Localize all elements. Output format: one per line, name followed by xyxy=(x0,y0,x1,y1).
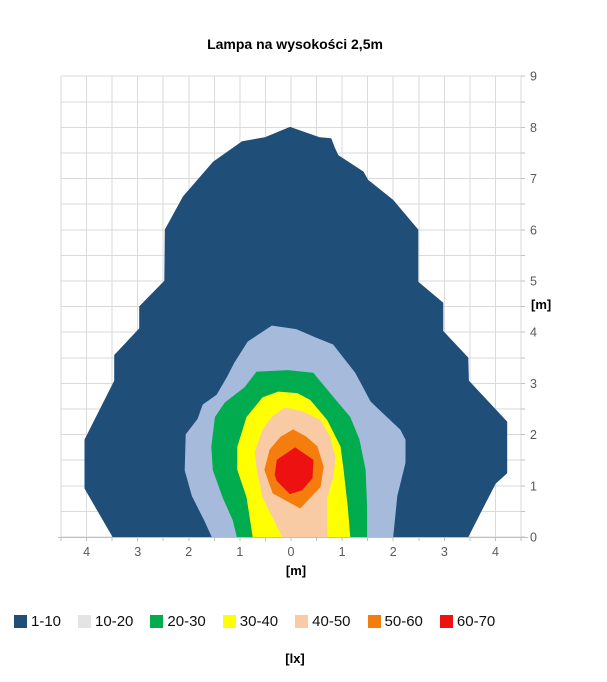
x-tick-label: 4 xyxy=(83,545,90,559)
x-tick-label: 1 xyxy=(339,545,346,559)
y-tick-label: 2 xyxy=(530,428,537,442)
legend-item: 10-20 xyxy=(78,613,133,630)
legend-swatch xyxy=(150,615,164,628)
contour-region-60-70 xyxy=(274,447,314,494)
y-tick-label: 4 xyxy=(530,326,537,340)
legend-item: 50-60 xyxy=(367,613,423,630)
legend-label: 10-20 xyxy=(95,613,134,630)
legend-label: 1-10 xyxy=(31,613,62,630)
y-tick-label: 0 xyxy=(530,531,537,545)
x-tick-label: 3 xyxy=(134,545,141,559)
x-tick-label: 0 xyxy=(288,545,295,559)
x-tick-label: 2 xyxy=(185,545,192,559)
legend-label: 30-40 xyxy=(239,613,279,630)
legend-label: 20-30 xyxy=(167,613,206,630)
y-tick-label: 7 xyxy=(530,172,537,186)
x-axis-unit-label: [m] xyxy=(285,563,307,578)
y-tick-label: 1 xyxy=(530,479,537,493)
y-tick-label: 9 xyxy=(530,70,537,84)
legend: 1-10 10-20 20-30 30-40 40-50 50-60 60-70 xyxy=(14,613,495,630)
y-axis-unit-label: [m] xyxy=(531,297,552,312)
y-tick-label: 6 xyxy=(530,223,537,237)
chart-title: Lampa na wysokości 2,5m xyxy=(207,36,383,52)
legend-swatch xyxy=(222,615,236,628)
x-tick-label: 3 xyxy=(441,545,448,559)
y-tick-label: 8 xyxy=(530,121,537,135)
legend-swatch xyxy=(439,615,453,628)
y-tick-label: 3 xyxy=(530,377,537,391)
legend-swatch xyxy=(78,615,92,628)
legend-item: 1-10 xyxy=(14,613,61,630)
legend-item: 60-70 xyxy=(439,613,496,630)
legend-item: 40-50 xyxy=(295,613,351,630)
x-tick-label: 1 xyxy=(236,545,243,559)
x-tick-label: 2 xyxy=(390,545,397,559)
x-tick-label: 4 xyxy=(492,545,499,559)
legend-swatch xyxy=(295,615,309,628)
y-tick-label: 5 xyxy=(530,275,537,289)
legend-unit-label: [lx] xyxy=(285,651,305,666)
legend-label: 50-60 xyxy=(384,613,423,630)
legend-swatch xyxy=(367,615,381,628)
legend-swatch xyxy=(14,615,27,628)
legend-item: 30-40 xyxy=(222,613,279,630)
legend-label: 40-50 xyxy=(312,613,351,630)
legend-item: 20-30 xyxy=(150,613,206,630)
legend-label: 60-70 xyxy=(456,613,496,630)
